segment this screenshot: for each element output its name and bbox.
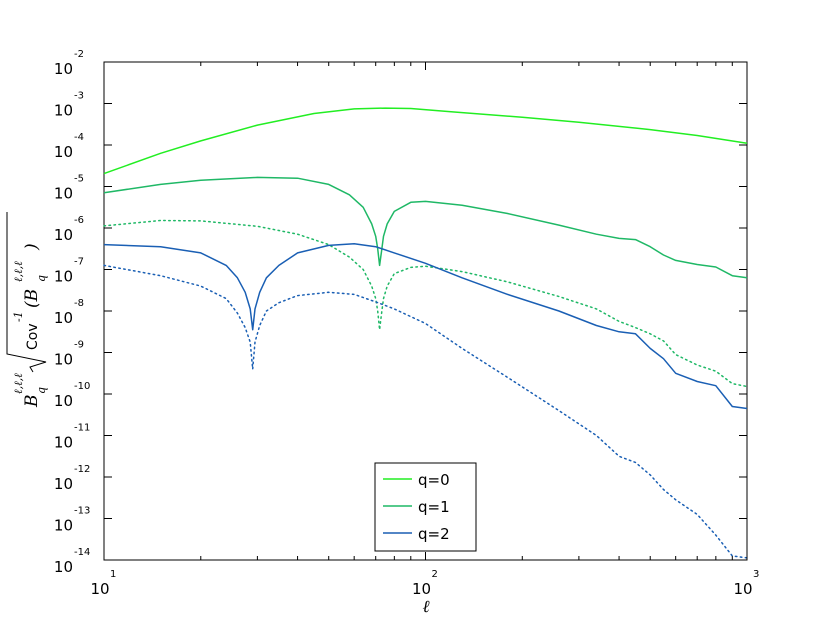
y-label-paren-close: ): [22, 243, 42, 251]
y-tick-label: 10: [54, 268, 73, 286]
series-line-4: [103, 264, 748, 559]
y-tick-exponent: -13: [74, 506, 90, 517]
y-label-paren-sup: ℓ,ℓ,ℓ: [12, 261, 25, 282]
sqrt-sign: [6, 212, 47, 373]
legend-box: [374, 462, 477, 552]
y-tick-exponent: -3: [74, 91, 84, 102]
x-tick-label: 10: [412, 580, 431, 598]
series-line-0: [103, 107, 748, 175]
y-tick-exponent: -11: [74, 423, 90, 434]
y-tick-label: 10: [54, 558, 73, 576]
y-tick-label: 10: [54, 392, 73, 410]
y-tick-label: 10: [54, 60, 73, 78]
series-group: [103, 107, 748, 559]
y-tick-label: 10: [54, 185, 73, 203]
legend: q=0 q=1 q=2: [374, 462, 477, 552]
y-axis-label: B q ℓ,ℓ,ℓ Cov -1 (B q ℓ,ℓ,ℓ ): [6, 212, 48, 409]
y-tick-label: 10: [54, 434, 73, 452]
y-tick-exponent: -7: [74, 257, 84, 268]
y-tick-label: 10: [54, 517, 73, 535]
y-label-cov: Cov: [25, 323, 41, 350]
legend-label: q=1: [418, 498, 450, 516]
x-tick-exponent: 2: [432, 569, 438, 580]
y-tick-exponent: -8: [74, 298, 84, 309]
y-tick-label: 10: [54, 475, 73, 493]
y-label-main: B: [22, 395, 42, 409]
x-axis-label: ℓ: [422, 597, 429, 617]
y-label-inv: -1: [12, 311, 25, 322]
y-ticks: 10-210-310-410-510-610-710-810-910-1010-…: [54, 49, 747, 576]
x-tick-exponent: 3: [753, 569, 759, 580]
y-tick-exponent: -2: [74, 49, 84, 60]
y-label-paren-sub: q: [35, 275, 48, 282]
y-tick-exponent: -14: [74, 547, 90, 558]
y-tick-exponent: -10: [74, 381, 90, 392]
y-tick-label: 10: [54, 351, 73, 369]
legend-label: q=0: [418, 471, 450, 489]
y-tick-label: 10: [54, 143, 73, 161]
series-line-3: [103, 243, 748, 410]
x-tick-label: 10: [90, 580, 109, 598]
x-tick-exponent: 1: [110, 569, 116, 580]
series-line-2: [103, 219, 748, 388]
y-label-paren-main: (B: [22, 289, 42, 308]
legend-label: q=2: [418, 525, 450, 543]
x-tick-label: 10: [733, 580, 752, 598]
series-line-1: [103, 176, 748, 279]
y-tick-exponent: -5: [74, 174, 84, 185]
y-tick-exponent: -9: [74, 340, 84, 351]
y-tick-exponent: -12: [74, 464, 90, 475]
legend-entries: q=0 q=1 q=2: [383, 471, 450, 543]
y-tick-exponent: -6: [74, 215, 84, 226]
y-label-sup: ℓ,ℓ,ℓ: [12, 373, 25, 394]
y-label-sub: q: [35, 387, 48, 394]
y-tick-label: 10: [54, 102, 73, 120]
y-tick-label: 10: [54, 226, 73, 244]
y-tick-label: 10: [54, 309, 73, 327]
y-tick-exponent: -4: [74, 132, 84, 143]
